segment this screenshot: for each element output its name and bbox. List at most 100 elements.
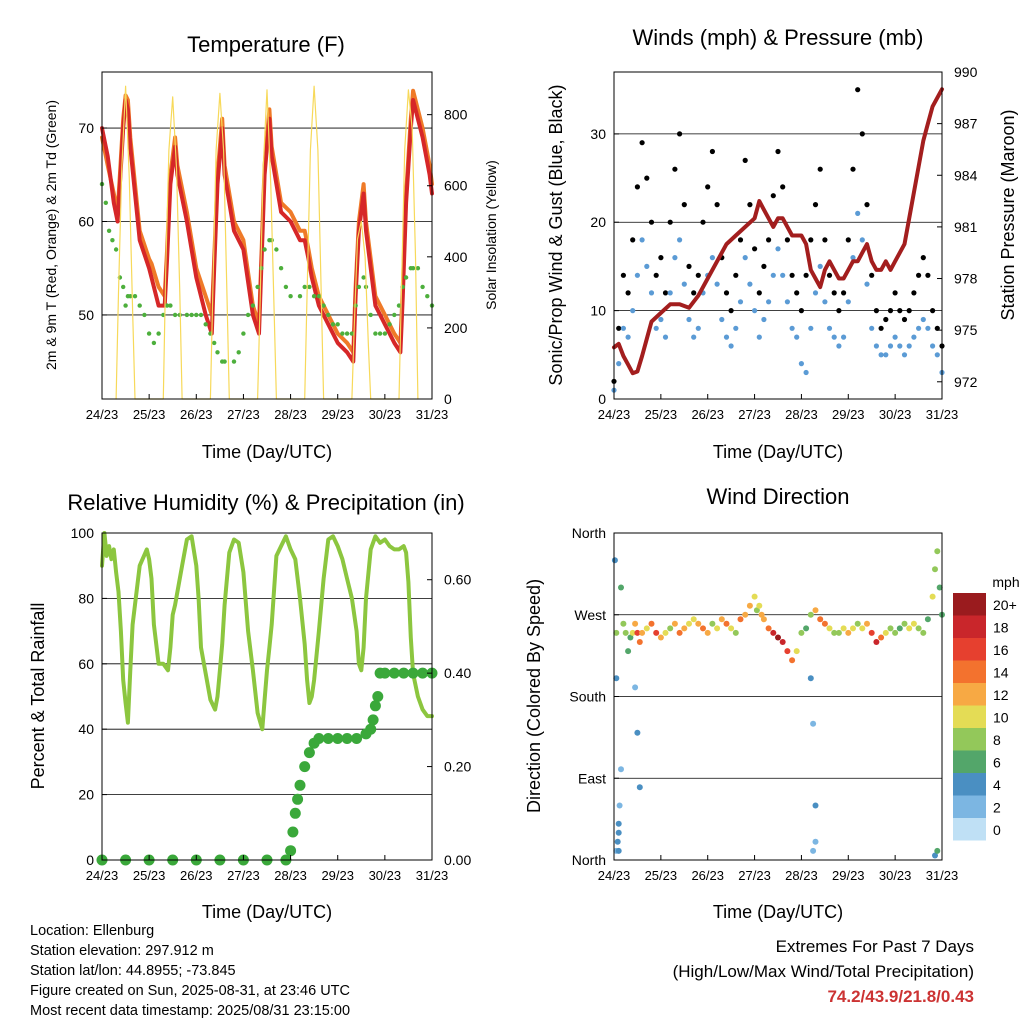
- winds-gust-point: [662, 290, 669, 296]
- direction-xtick-label: 27/23: [738, 868, 771, 883]
- winds-gust-point: [714, 202, 720, 208]
- direction-ytick-label: West: [574, 607, 606, 623]
- winds-gust-point: [784, 237, 791, 243]
- direction-xtick-label: 26/23: [691, 868, 724, 883]
- winds-wind-point: [869, 325, 875, 331]
- winds-wind-point: [826, 325, 833, 331]
- direction-point: [695, 620, 702, 627]
- direction-point: [803, 625, 810, 632]
- winds-wind-point: [634, 272, 641, 278]
- direction-point: [756, 602, 763, 609]
- winds-wind-point: [836, 343, 842, 349]
- winds-gust-point: [780, 184, 786, 190]
- speed-legend-swatch: [953, 683, 986, 706]
- winds-wind-point: [737, 299, 744, 305]
- winds-gust-point: [808, 237, 814, 243]
- temperature-dewpoint-point: [146, 331, 152, 336]
- temperature-y2label: Solar Insolation (Yellow): [483, 160, 499, 310]
- direction-point: [845, 629, 852, 636]
- humidity-precip-point: [299, 761, 311, 773]
- direction-point: [657, 634, 664, 641]
- winds-wind-point: [794, 334, 800, 340]
- humidity-ytick-label: 40: [78, 721, 94, 737]
- humidity-ylabel: Percent & Total Rainfall: [28, 603, 48, 790]
- direction-point: [615, 847, 622, 854]
- humidity-y2tick-label: 0.20: [444, 759, 471, 775]
- winds-gust-point: [892, 290, 898, 296]
- winds-gust-point: [737, 237, 744, 243]
- humidity-precip-point: [398, 667, 410, 679]
- winds-gust-point: [756, 290, 762, 296]
- temperature-dewpoint-point: [189, 312, 194, 318]
- direction-point: [728, 625, 735, 632]
- winds-xtick-label: 24/23: [598, 407, 631, 422]
- temperature-dewpoint-point: [344, 331, 350, 336]
- winds-wind-point: [775, 246, 781, 252]
- winds-gust-point: [634, 184, 641, 190]
- temperature-xtick-label: 30/23: [369, 407, 402, 422]
- direction-point: [718, 616, 725, 623]
- temperature-dewpoint-point: [250, 303, 256, 308]
- winds-gust-point: [630, 237, 636, 243]
- winds-wind-point: [887, 343, 894, 349]
- temperature-y2tick-label: 0: [444, 391, 452, 407]
- winds-xtick-label: 26/23: [691, 407, 724, 422]
- temperature-dewpoint-point: [396, 303, 402, 308]
- temperature-dewpoint-point: [307, 284, 312, 290]
- temperature-dewpoint-point: [368, 312, 373, 318]
- winds-wind-point: [883, 352, 889, 358]
- winds-wind-point: [630, 308, 636, 314]
- speed-legend-swatch: [953, 593, 986, 616]
- winds-axes: 24/23 25/23 26/23 27/23 28/23 29/23 30/23 31/23…: [590, 64, 977, 422]
- temperature-dewpoint-point: [172, 312, 178, 318]
- winds-wind-point: [864, 281, 870, 287]
- winds-ytick-label: 30: [590, 126, 606, 142]
- winds-xtick-label: 30/23: [879, 407, 912, 422]
- winds-y2tick-label: 981: [954, 219, 978, 235]
- humidity-y2tick-label: 0.40: [444, 665, 471, 681]
- humidity-precip-point: [341, 733, 353, 744]
- direction-point: [681, 625, 688, 632]
- winds-gust-point: [855, 87, 861, 93]
- winds-gust-point: [677, 131, 683, 137]
- winds-gust-point: [930, 308, 936, 314]
- direction-point: [613, 675, 620, 682]
- winds-gust-point: [826, 272, 833, 278]
- speed-legend-label: 16: [993, 642, 1009, 658]
- winds-gust-point: [747, 202, 753, 208]
- humidity-precip-point: [379, 667, 391, 679]
- temperature-dewpoint-point: [241, 331, 246, 336]
- temperature-dewpoint-point: [212, 340, 217, 346]
- direction-xtick-label: 30/23: [879, 868, 912, 883]
- temperature-xtick-label: 27/23: [227, 407, 260, 422]
- temperature-dewpoint-point: [302, 284, 307, 290]
- humidity-precip-point: [292, 793, 304, 805]
- winds-wind-point: [911, 334, 917, 340]
- direction-point: [615, 829, 622, 836]
- speed-legend-swatch: [953, 818, 986, 841]
- humidity-y2tick-label: 0.00: [444, 852, 471, 868]
- humidity-xtick-label: 31/23: [416, 868, 449, 883]
- speed-legend-label: 12: [993, 687, 1009, 703]
- speed-legend-label: 0: [993, 822, 1001, 838]
- winds-gust-point: [761, 263, 767, 269]
- humidity-axes: 24/23 25/23 26/23 27/23 28/23 29/23 30/23 31/23…: [71, 525, 472, 883]
- winds-gust-point: [733, 272, 739, 278]
- temperature-xtick-label: 25/23: [133, 407, 166, 422]
- temperature-series: [99, 85, 435, 400]
- winds-wind-point: [798, 361, 805, 367]
- humidity-precip-point: [303, 747, 315, 759]
- humidity-xlabel: Time (Day/UTC): [202, 902, 332, 922]
- speed-legend-label: 8: [993, 732, 1001, 748]
- temperature-dewpoint-point: [110, 238, 115, 243]
- winds-gust-point: [691, 290, 697, 296]
- direction-point: [765, 625, 772, 632]
- humidity-ytick-label: 100: [71, 525, 95, 541]
- winds-wind-point: [672, 255, 678, 261]
- winds-wind-point: [709, 255, 716, 261]
- humidity-title: Relative Humidity (%) & Precipitation (i…: [67, 490, 464, 515]
- direction-point: [686, 620, 692, 627]
- direction-point: [709, 620, 716, 627]
- winds-gust-point: [681, 202, 687, 208]
- winds-wind-point: [695, 325, 701, 331]
